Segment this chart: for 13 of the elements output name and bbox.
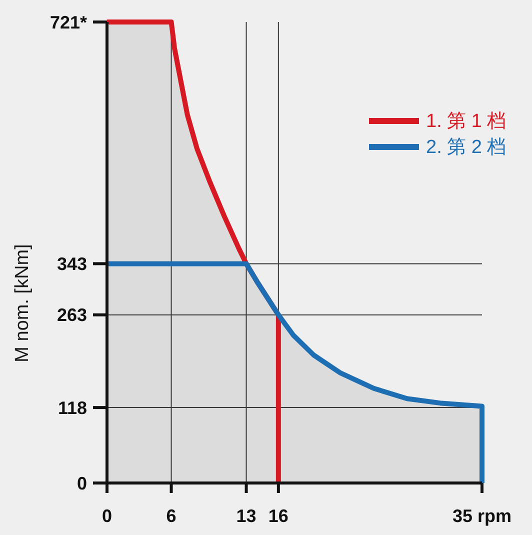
legend-label: 1. 第 1 档 bbox=[426, 110, 506, 134]
y-tick-label: 343 bbox=[56, 254, 87, 274]
y-tick-label: 721* bbox=[50, 12, 87, 32]
y-tick-label: 263 bbox=[56, 305, 87, 326]
x-tick-label: 35 rpm bbox=[452, 506, 512, 526]
x-tick-label: 13 bbox=[236, 506, 256, 526]
x-tick-label: 16 bbox=[268, 506, 288, 526]
y-tick-label: 0 bbox=[76, 473, 87, 494]
y-axis-title: M nom. [kNm] bbox=[12, 244, 32, 362]
x-tick-label: 6 bbox=[166, 506, 176, 526]
y-tick-label: 118 bbox=[58, 398, 87, 418]
legend-label: 2. 第 2 档 bbox=[426, 136, 506, 160]
x-tick-label: 0 bbox=[102, 506, 112, 526]
